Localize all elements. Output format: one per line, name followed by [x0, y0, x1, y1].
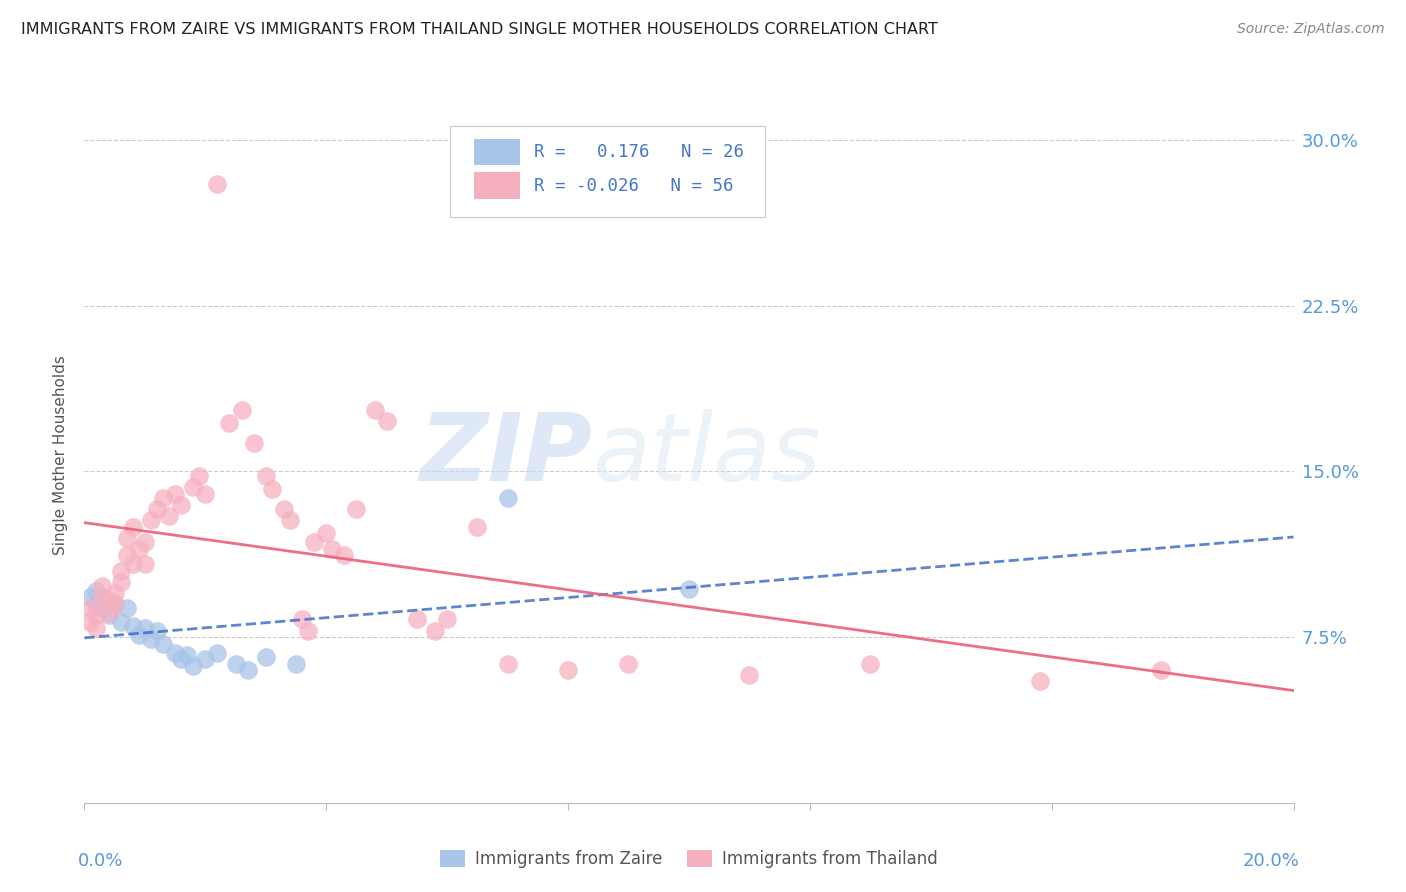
- Point: [115, 531, 138, 545]
- Point: [260, 482, 283, 496]
- Point: [496, 657, 519, 671]
- Point: [188, 469, 211, 483]
- Point: [121, 619, 143, 633]
- Point: [496, 491, 519, 505]
- Point: [79, 601, 101, 615]
- Point: [225, 657, 247, 671]
- Point: [157, 508, 180, 523]
- Point: [110, 564, 132, 578]
- Point: [194, 486, 217, 500]
- Point: [859, 657, 882, 671]
- Point: [79, 591, 101, 605]
- Point: [139, 632, 162, 647]
- Point: [363, 402, 385, 417]
- Point: [128, 628, 150, 642]
- Point: [231, 402, 253, 417]
- Text: ZIP: ZIP: [419, 409, 592, 501]
- Point: [738, 667, 761, 681]
- Point: [315, 526, 337, 541]
- Point: [86, 597, 108, 611]
- Point: [297, 624, 319, 638]
- Point: [181, 480, 204, 494]
- Point: [134, 621, 156, 635]
- FancyBboxPatch shape: [474, 172, 520, 199]
- Point: [242, 435, 264, 450]
- Text: 0.0%: 0.0%: [79, 852, 124, 870]
- Point: [254, 650, 277, 665]
- Text: Source: ZipAtlas.com: Source: ZipAtlas.com: [1237, 22, 1385, 37]
- Y-axis label: Single Mother Households: Single Mother Households: [53, 355, 69, 555]
- Point: [165, 646, 187, 660]
- Point: [194, 652, 217, 666]
- Point: [121, 558, 143, 572]
- Point: [321, 541, 343, 556]
- Point: [406, 612, 429, 626]
- Point: [291, 612, 314, 626]
- Point: [467, 519, 489, 533]
- Point: [91, 579, 114, 593]
- Point: [134, 558, 156, 572]
- Point: [181, 658, 204, 673]
- Point: [110, 574, 132, 589]
- Text: atlas: atlas: [592, 409, 821, 500]
- Point: [176, 648, 198, 662]
- Point: [165, 486, 187, 500]
- Point: [678, 582, 700, 596]
- Point: [1028, 674, 1050, 689]
- Point: [170, 498, 193, 512]
- Point: [207, 646, 229, 660]
- Point: [254, 469, 277, 483]
- Point: [146, 502, 169, 516]
- Point: [104, 597, 127, 611]
- Point: [115, 601, 138, 615]
- Point: [91, 601, 114, 615]
- Point: [278, 513, 301, 527]
- Text: R =   0.176   N = 26: R = 0.176 N = 26: [534, 144, 744, 161]
- Point: [1149, 663, 1171, 677]
- Point: [423, 624, 446, 638]
- Legend: Immigrants from Zaire, Immigrants from Thailand: Immigrants from Zaire, Immigrants from T…: [433, 843, 945, 874]
- Point: [139, 513, 162, 527]
- Point: [146, 624, 169, 638]
- Point: [207, 178, 229, 192]
- Point: [86, 621, 108, 635]
- Point: [285, 657, 308, 671]
- FancyBboxPatch shape: [474, 139, 520, 166]
- Point: [91, 591, 114, 605]
- Point: [333, 549, 356, 563]
- Point: [97, 606, 120, 620]
- Point: [617, 657, 640, 671]
- Text: R = -0.026   N = 56: R = -0.026 N = 56: [534, 177, 734, 194]
- Point: [86, 583, 108, 598]
- Point: [236, 663, 259, 677]
- Point: [152, 491, 174, 505]
- Point: [104, 586, 127, 600]
- Text: IMMIGRANTS FROM ZAIRE VS IMMIGRANTS FROM THAILAND SINGLE MOTHER HOUSEHOLDS CORRE: IMMIGRANTS FROM ZAIRE VS IMMIGRANTS FROM…: [21, 22, 938, 37]
- Point: [110, 615, 132, 629]
- Point: [134, 535, 156, 549]
- Point: [128, 541, 150, 556]
- Point: [346, 502, 368, 516]
- Point: [557, 663, 579, 677]
- Point: [79, 615, 101, 629]
- Point: [436, 612, 458, 626]
- Point: [218, 416, 240, 430]
- Point: [115, 549, 138, 563]
- Point: [170, 652, 193, 666]
- FancyBboxPatch shape: [450, 126, 765, 217]
- Point: [152, 637, 174, 651]
- Point: [121, 519, 143, 533]
- Point: [104, 597, 127, 611]
- Point: [273, 502, 295, 516]
- Point: [375, 414, 398, 428]
- Point: [86, 608, 108, 623]
- Point: [97, 608, 120, 623]
- Point: [302, 535, 325, 549]
- Text: 20.0%: 20.0%: [1243, 852, 1299, 870]
- Point: [97, 592, 120, 607]
